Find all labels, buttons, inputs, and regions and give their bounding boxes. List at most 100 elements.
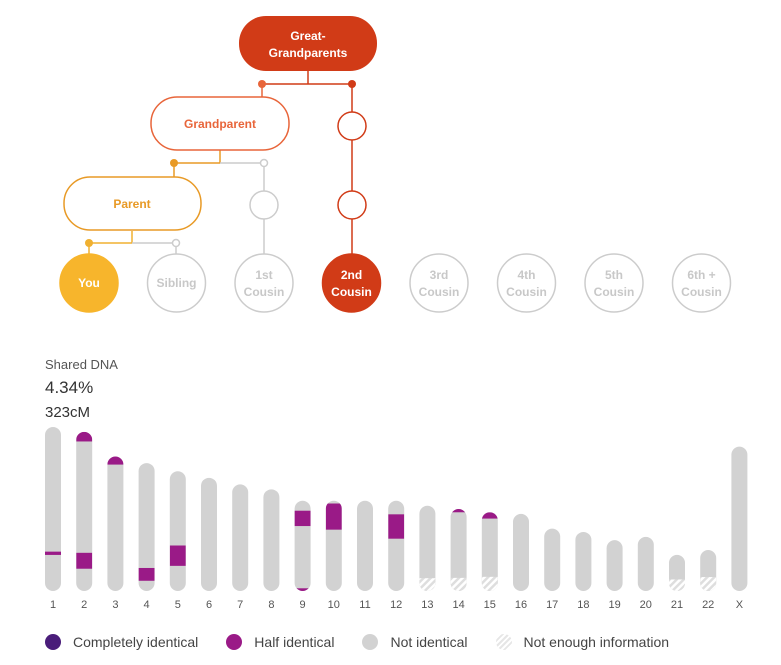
relationship-circle[interactable]: 2nd Cousin: [321, 253, 382, 313]
junction-dot: [85, 239, 93, 247]
relationship-circle-shape: [234, 253, 294, 313]
chromosome-bar: [575, 531, 592, 591]
chromosome-label: 6: [206, 599, 212, 611]
chromosome-label: 1: [50, 599, 56, 611]
relationship-circle[interactable]: 4th Cousin: [496, 253, 557, 313]
legend-label: Completely identical: [73, 634, 199, 650]
relationship-label: Sibling: [157, 276, 197, 290]
chromosome-label: 7: [237, 599, 243, 611]
chart-legend: Completely identical Half identical Not …: [45, 634, 697, 650]
half-identical-segment: [76, 431, 93, 442]
chromosome-label: 3: [112, 599, 118, 611]
chromosome-label: 17: [546, 599, 558, 611]
chromosome-bar: [169, 471, 186, 591]
not-enough-info-swatch: [495, 634, 512, 650]
half-identical-segment: [45, 551, 61, 555]
chromosome-5[interactable]: 5: [169, 471, 186, 611]
chromosome-3[interactable]: 3: [107, 456, 124, 611]
chromosome-label: 22: [702, 599, 714, 611]
chromosome-label: 18: [577, 599, 589, 611]
chromosome-7[interactable]: 7: [232, 484, 249, 611]
relationship-label: Cousin: [594, 285, 635, 299]
grandparent-node[interactable]: Grandparent: [150, 96, 290, 151]
parent-node[interactable]: Parent: [63, 176, 202, 231]
chromosome-11[interactable]: 11: [357, 500, 373, 611]
ancestor-placeholder-circle: [337, 111, 367, 141]
chromosome-bar: [450, 509, 467, 591]
half-identical-swatch: [226, 634, 243, 650]
chromosome-14[interactable]: 14: [450, 509, 467, 611]
great-grandparents-label-line2: Grandparents: [269, 46, 348, 60]
chromosome-label: 10: [328, 599, 340, 611]
chromosome-label: 21: [671, 599, 683, 611]
chromosome-15[interactable]: 15: [481, 512, 498, 611]
chromosome-label: 15: [484, 599, 496, 611]
chromosome-label: X: [736, 599, 744, 611]
relationship-tree: Great- Grandparents Grandparent Parent Y…: [59, 16, 732, 313]
not-enough-info-segment: [419, 578, 436, 591]
chromosome-20[interactable]: 20: [637, 536, 654, 611]
relationship-circle-shape: [671, 253, 732, 313]
chromosome-17[interactable]: 17: [544, 528, 561, 611]
chromosome-16[interactable]: 16: [513, 513, 529, 611]
relationship-circle[interactable]: 5th Cousin: [584, 253, 644, 313]
relationship-circle[interactable]: 3rd Cousin: [409, 253, 469, 313]
relationship-circle[interactable]: 6th + Cousin: [671, 253, 732, 313]
chromosome-10[interactable]: 10: [325, 500, 342, 611]
chromosome-bar: [513, 513, 529, 591]
chromosome-bar: [731, 446, 748, 591]
relationship-label: Cousin: [331, 285, 372, 299]
junction-dot: [348, 80, 356, 88]
relationship-label: 3rd: [430, 268, 449, 282]
chromosome-6[interactable]: 6: [201, 477, 217, 611]
half-identical-segment: [325, 503, 342, 530]
chromosome-9[interactable]: 9: [294, 500, 311, 611]
legend-label: Half identical: [254, 634, 335, 650]
ancestor-placeholder-circle: [337, 190, 367, 220]
grandparent-label: Grandparent: [184, 117, 256, 131]
relationship-label: Cousin: [244, 285, 285, 299]
not-enough-info-segment: [481, 576, 498, 591]
half-identical-segment: [450, 509, 467, 513]
half-identical-segment: [294, 588, 311, 591]
chromosome-18[interactable]: 18: [575, 531, 592, 611]
chromosome-label: 19: [608, 599, 620, 611]
shared-dna-percent: 4.34%: [45, 378, 94, 397]
not-enough-info-segment: [700, 577, 717, 591]
relationship-label: 4th: [518, 268, 536, 282]
chromosome-22[interactable]: 22: [700, 550, 717, 611]
chromosome-13[interactable]: 13: [419, 505, 436, 611]
half-identical-segment: [294, 510, 311, 527]
junction-dot: [259, 158, 269, 168]
chromosome-8[interactable]: 8: [263, 489, 280, 611]
chromosome-19[interactable]: 19: [606, 540, 623, 611]
relationship-label: 2nd: [341, 268, 362, 282]
legend-label: Not identical: [390, 634, 468, 650]
legend-label: Not enough information: [523, 634, 670, 650]
relationship-label: 1st: [255, 268, 272, 282]
chromosome-bar: [357, 500, 373, 591]
chromosome-label: 8: [268, 599, 274, 611]
chromosome-X[interactable]: X: [731, 446, 748, 611]
chromosome-label: 9: [300, 599, 306, 611]
chromosome-2[interactable]: 2: [76, 431, 93, 611]
great-grandparents-node[interactable]: Great- Grandparents: [239, 16, 377, 71]
legend-half-identical: Half identical: [226, 634, 334, 650]
chromosome-21[interactable]: 21: [669, 554, 685, 611]
relationship-circle[interactable]: Sibling: [146, 253, 207, 313]
chromosome-4[interactable]: 4: [138, 463, 155, 611]
junction-dot: [170, 159, 178, 167]
chromosome-chart: 1 2 3 4 5 6 7 8 9 10 11 12 13 14 15 16 17 18 19 20 21 22 X: [45, 427, 748, 611]
chromosome-label: 4: [144, 599, 150, 611]
relationship-label: Cousin: [506, 285, 547, 299]
relationship-circle[interactable]: You: [59, 253, 119, 313]
chromosome-label: 2: [81, 599, 87, 611]
relationship-label: You: [78, 276, 100, 290]
chromosome-1[interactable]: 1: [45, 427, 61, 611]
relationship-circle[interactable]: 1st Cousin: [234, 253, 294, 313]
shared-dna-centimorgans: 323cM: [45, 404, 91, 421]
chromosome-12[interactable]: 12: [388, 500, 405, 611]
chromosome-label: 16: [515, 599, 527, 611]
chromosome-label: 5: [175, 599, 181, 611]
half-identical-segment: [138, 567, 155, 581]
